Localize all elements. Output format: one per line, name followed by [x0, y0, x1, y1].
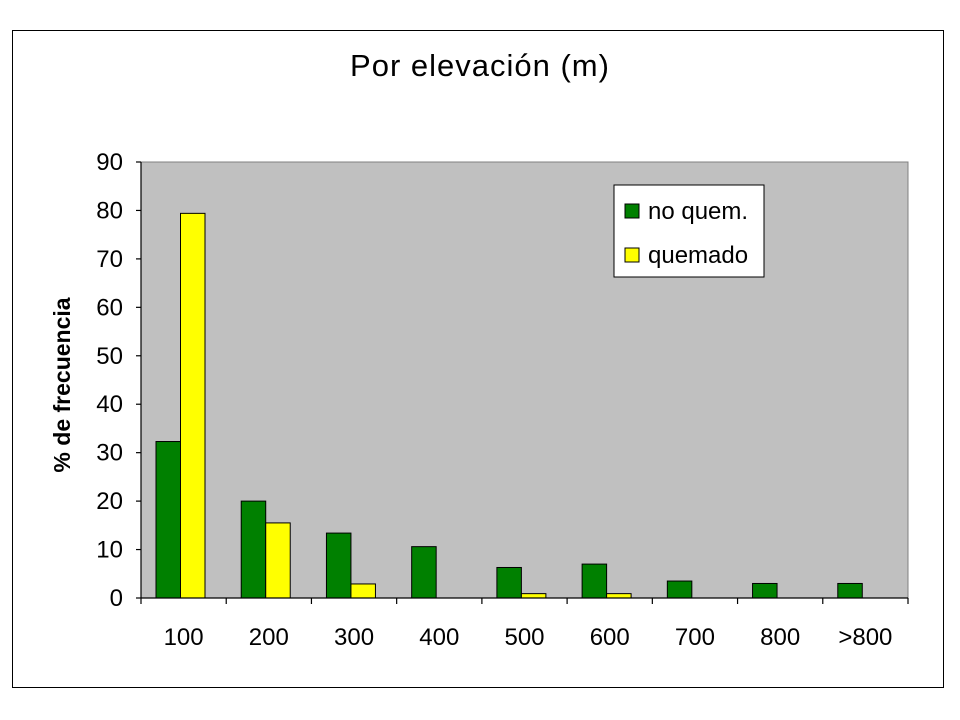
y-tick-labels: 0 10 20 30 40 50 60 70 80 90	[96, 149, 123, 612]
x-tick-label: 200	[249, 624, 289, 651]
y-tick-label: 0	[110, 585, 123, 612]
bar-quemado-1	[265, 522, 291, 599]
x-tick-label: 800	[760, 624, 800, 651]
legend-swatch	[624, 247, 640, 263]
x-tick-labels: 100 200 300 400 500 600 700 800 >800	[164, 624, 893, 651]
bar-no-quem-5	[581, 563, 608, 599]
bar-quemado-0	[180, 212, 206, 599]
y-tick-label: 10	[96, 537, 123, 564]
x-tick-label: 100	[164, 624, 204, 651]
y-tick-label: 20	[96, 488, 123, 515]
y-axis-title: % de frecuencia	[49, 297, 75, 472]
bar-quemado-4	[520, 593, 547, 599]
bar-no-quem-1	[240, 500, 267, 599]
bar-no-quem-3	[411, 546, 437, 599]
y-tick-label: 50	[96, 343, 123, 370]
bar-no-quem-0	[155, 441, 181, 599]
y-tick-label: 40	[96, 391, 123, 418]
x-tick-label: 600	[590, 624, 630, 651]
y-tick-label: 70	[96, 246, 123, 273]
legend: no quem. quemado	[613, 184, 765, 278]
bar-quemado-2	[350, 583, 376, 599]
y-tick-label: 90	[96, 149, 123, 176]
legend-swatch	[624, 203, 640, 219]
bars-group	[155, 212, 863, 599]
chart-title: Por elevación (m)	[350, 48, 610, 83]
legend-label: no quem.	[648, 198, 748, 225]
bar-no-quem-4	[496, 566, 522, 599]
bar-no-quem-8	[837, 582, 863, 599]
legend-label: quemado	[648, 242, 748, 269]
y-tick-label: 60	[96, 294, 123, 321]
bar-no-quem-7	[752, 582, 778, 599]
x-tick-label: 700	[675, 624, 715, 651]
x-tick-label: 300	[334, 624, 374, 651]
y-tick-label: 30	[96, 440, 123, 467]
y-tick-label: 80	[96, 197, 123, 224]
axes-group	[136, 161, 909, 604]
bar-no-quem-6	[666, 580, 693, 599]
x-tick-label: 400	[419, 624, 459, 651]
x-tick-label: >800	[838, 624, 892, 651]
x-tick-label: 500	[504, 624, 544, 651]
bar-no-quem-2	[325, 532, 352, 599]
bar-quemado-5	[606, 593, 632, 599]
